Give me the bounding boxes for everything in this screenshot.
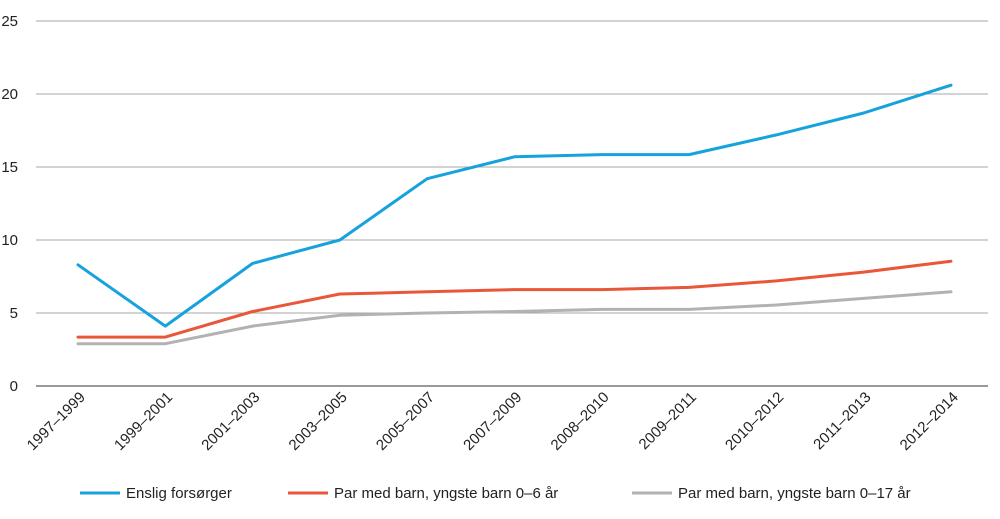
series-line-2	[76, 290, 953, 346]
series-lines	[76, 83, 953, 346]
x-axis-ticks: 1997–1999 1999–2001 2001–2003 2003–2005 2005…	[24, 389, 962, 454]
legend-item-1: Par med barn, yngste barn 0–6 år	[288, 485, 558, 502]
y-tick-label: 5	[10, 305, 18, 322]
x-tick-label: 1999–2001	[111, 389, 176, 454]
x-tick-label: 1997–1999	[24, 389, 89, 454]
y-axis-ticks: 0 5 10 15 20 25	[1, 13, 18, 395]
legend-label: Par med barn, yngste barn 0–6 år	[334, 485, 558, 502]
x-tick-label: 2001–2003	[198, 389, 263, 454]
x-tick-label: 2009–2011	[636, 389, 700, 453]
x-tick-label: 2003–2005	[286, 389, 351, 454]
y-tick-label: 0	[10, 378, 18, 395]
x-tick-label: 2011–2013	[810, 389, 874, 453]
legend-item-0: Enslig forsørger	[80, 485, 232, 502]
y-tick-label: 10	[1, 232, 18, 249]
y-tick-label: 15	[1, 159, 18, 176]
legend: Enslig forsørger Par med barn, yngste bar…	[80, 485, 911, 502]
legend-item-2: Par med barn, yngste barn 0–17 år	[632, 485, 911, 502]
x-tick-label: 2010–2012	[722, 389, 787, 454]
x-tick-label: 2005–2007	[373, 389, 438, 454]
x-tick-label: 2012–2014	[897, 389, 962, 454]
series-line-1	[76, 259, 953, 339]
series-line-0	[76, 83, 953, 328]
y-tick-label: 20	[1, 86, 18, 103]
x-tick-label: 2008–2010	[548, 389, 613, 454]
grid-lines	[36, 20, 988, 387]
legend-label: Par med barn, yngste barn 0–17 år	[678, 485, 911, 502]
x-tick-label: 2007–2009	[460, 389, 525, 454]
y-tick-label: 25	[1, 13, 18, 30]
legend-label: Enslig forsørger	[126, 485, 232, 502]
